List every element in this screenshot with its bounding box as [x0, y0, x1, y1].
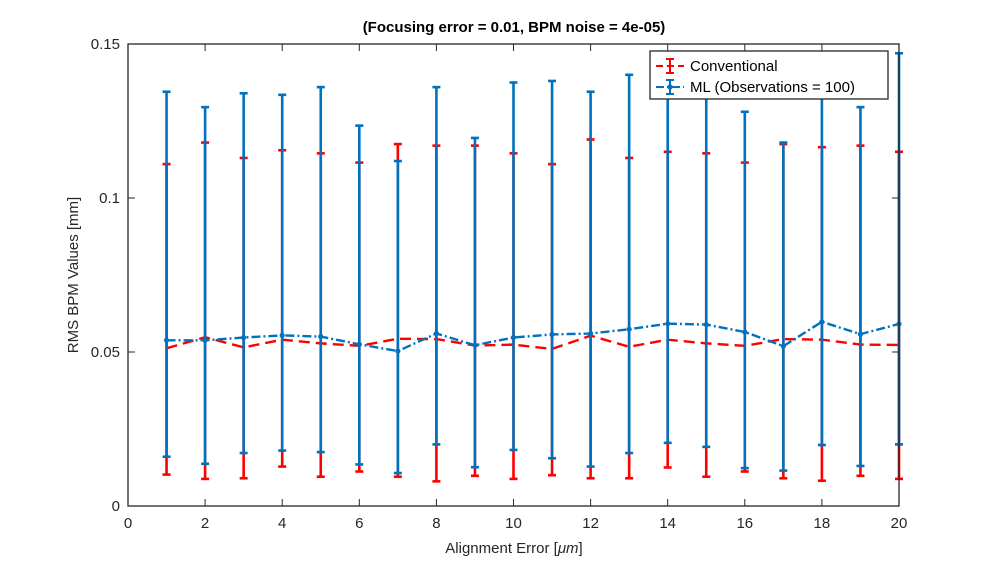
x-tick-label: 14 — [659, 515, 676, 532]
data-point — [780, 343, 786, 349]
error-bar — [625, 73, 634, 455]
data-point — [472, 342, 478, 348]
legend-label-ml: ML (Observations = 100) — [690, 79, 855, 96]
legend-label-conventional: Conventional — [690, 58, 778, 75]
y-tick-label: 0.15 — [91, 36, 120, 53]
series-line — [166, 320, 900, 353]
data-point — [549, 331, 555, 338]
y-axis-label: RMS BPM Values [mm] — [65, 197, 82, 353]
data-point — [202, 337, 208, 343]
data-point — [819, 319, 825, 325]
x-tick-label: 4 — [278, 515, 286, 532]
error-bar — [239, 91, 248, 455]
series-line — [166, 334, 900, 351]
error-bar — [509, 81, 518, 452]
error-bar — [779, 141, 788, 472]
error-bar — [432, 85, 441, 446]
data-point — [356, 341, 362, 347]
error-bar — [740, 110, 749, 470]
data-point — [703, 321, 709, 328]
x-tick-label: 8 — [432, 515, 440, 532]
x-axis-unit: μm — [557, 540, 579, 557]
chart-title: (Focusing error = 0.01, BPM noise = 4e-0… — [363, 19, 666, 36]
legend: Conventional ML (Observations = 100) — [649, 50, 889, 100]
data-point — [626, 326, 632, 332]
data-point — [395, 348, 401, 354]
data-point — [279, 332, 285, 338]
y-tick-label: 0.1 — [99, 190, 120, 207]
legend-box — [649, 50, 889, 100]
error-bar — [393, 159, 402, 475]
x-tick-label: 0 — [124, 515, 132, 532]
error-bar — [856, 105, 865, 468]
data-point — [857, 331, 864, 337]
x-tick-label: 18 — [814, 515, 831, 532]
y-tick-label: 0 — [112, 498, 120, 515]
x-tick-label: 10 — [505, 515, 522, 532]
data-point — [163, 337, 170, 343]
data-point — [665, 321, 671, 327]
x-tick-label: 12 — [582, 515, 599, 532]
error-bar — [162, 90, 171, 459]
y-tick-label: 0.05 — [91, 344, 120, 361]
error-bar — [470, 136, 479, 469]
data-point — [588, 330, 594, 337]
data-point — [742, 329, 748, 335]
data-point — [318, 334, 324, 340]
legend-item-conventional: Conventional — [656, 58, 778, 75]
data-point — [510, 334, 517, 341]
data-point — [433, 330, 439, 337]
error-bar — [316, 85, 325, 454]
x-tick-label: 16 — [736, 515, 753, 532]
error-bar — [201, 105, 210, 466]
data-point — [241, 334, 247, 341]
x-tick-label: 2 — [201, 515, 209, 532]
x-axis-label: Alignment Error [μm] — [445, 540, 582, 557]
error-bar — [586, 90, 595, 468]
error-bar — [278, 93, 287, 452]
x-tick-label: 20 — [891, 515, 908, 532]
error-bar — [548, 79, 557, 460]
error-bar — [355, 124, 364, 466]
legend-item-ml: ML (Observations = 100) — [656, 79, 855, 96]
x-tick-label: 6 — [355, 515, 363, 532]
